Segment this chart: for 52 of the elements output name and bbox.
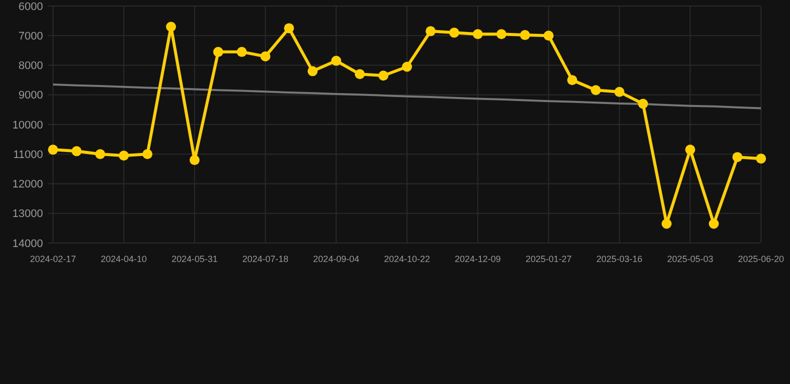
point (567, 75, 578, 86)
point (284, 23, 294, 34)
x-tick-label: 2025-03-16 (596, 254, 642, 264)
point (544, 30, 554, 41)
point (166, 22, 176, 32)
x-tick-label: 2024-04-10 (100, 254, 147, 264)
point (190, 155, 200, 166)
point (732, 152, 742, 162)
point (260, 51, 270, 62)
point (402, 62, 412, 72)
point (449, 28, 460, 38)
point (662, 218, 672, 229)
point (590, 85, 601, 96)
point (95, 149, 106, 160)
point (72, 146, 82, 156)
point (756, 154, 766, 164)
x-tick-label: 2024-07-18 (242, 254, 288, 264)
point (472, 29, 483, 40)
point (308, 66, 318, 76)
point (426, 26, 436, 36)
point (520, 30, 530, 40)
x-tick-label: 2024-10-22 (384, 254, 430, 264)
x-tick-label: 2025-05-03 (667, 254, 714, 264)
x-tick-label: 2025-01-27 (526, 254, 572, 264)
y-tick-label: 9000 (18, 90, 43, 102)
point (213, 46, 224, 57)
point (48, 144, 58, 155)
y-tick-label: 14000 (12, 238, 43, 250)
x-tick-label: 2025-06-20 (738, 254, 784, 264)
point (142, 149, 152, 160)
point (331, 56, 342, 66)
y-tick-label: 13000 (12, 208, 43, 220)
line-series (52, 84, 762, 110)
point (708, 218, 719, 229)
y-tick-label: 6000 (18, 0, 43, 13)
y-tick-label: 11000 (13, 148, 43, 161)
point (638, 98, 648, 109)
x-tick-label: 2024-05-31 (172, 254, 218, 264)
point (614, 86, 624, 97)
y-tick-label: 10000 (12, 119, 43, 132)
x-tick-label: 2024-09-04 (313, 254, 360, 264)
point (118, 150, 129, 161)
y-tick-label: 7000 (18, 30, 43, 42)
x-tick-label: 2024-02-17 (30, 254, 76, 264)
point (685, 144, 696, 155)
y-tick-label: 8000 (18, 60, 43, 72)
point (378, 70, 388, 81)
point (236, 46, 247, 57)
y-tick-label: 12000 (12, 178, 43, 191)
x-tick-label: 2024-12-09 (454, 254, 501, 264)
point (354, 69, 365, 80)
point (496, 29, 506, 40)
